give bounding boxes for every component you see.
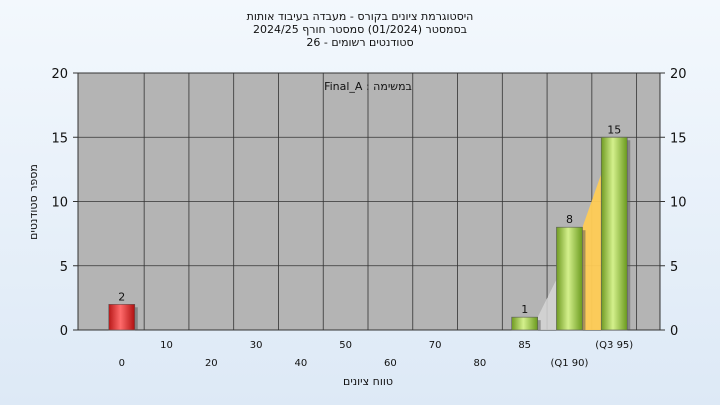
x-tick-label: (Q3 95) (595, 340, 633, 351)
x-tick-label: 50 (339, 340, 352, 351)
x-tick-label: (Q1 90) (550, 358, 588, 369)
x-tick-label: 0 (119, 358, 125, 369)
x-tick-label: 60 (384, 358, 397, 369)
x-tick-label: 20 (205, 358, 218, 369)
bar (108, 303, 136, 331)
bar (511, 316, 538, 331)
x-tick-label: 10 (160, 340, 173, 351)
bar-data-label: 1 (521, 303, 528, 316)
y-tick-label-right: 0 (670, 324, 678, 339)
bar (600, 136, 628, 331)
y-tick-label-left: 15 (51, 131, 68, 146)
y-tick-label-left: 20 (51, 67, 68, 82)
chart-title: היסטוגרמת ציונים בקורס - מעבדה בעיבוד או… (246, 10, 474, 23)
y-axis-label: מספר סטודנטים (27, 164, 40, 240)
x-tick-label: 70 (429, 340, 442, 351)
x-tick-label: 30 (250, 340, 263, 351)
y-tick-label-right: 10 (670, 196, 687, 211)
y-tick-label-right: 5 (670, 260, 678, 275)
x-axis-label: טווח ציונים (343, 375, 393, 388)
x-tick-label: 40 (294, 358, 307, 369)
y-tick-label-left: 0 (60, 324, 68, 339)
x-tick-label: 80 (474, 358, 487, 369)
x-tick-label: 85 (518, 340, 531, 351)
y-tick-label-right: 15 (670, 131, 687, 146)
bar (556, 226, 583, 331)
chart-subtitle-registered: סטודנטים רשומים - 26 (306, 36, 414, 49)
bar-data-label: 8 (566, 213, 573, 226)
y-tick-label-left: 5 (60, 260, 68, 275)
chart-subtitle-semester: בסמסטר (01/2024) סמסטר חורף 2024/25 (253, 23, 467, 36)
y-tick-label-right: 20 (670, 67, 687, 82)
bar-data-label: 2 (118, 290, 125, 303)
y-tick-label-left: 10 (51, 196, 68, 211)
bar-data-label: 15 (607, 123, 621, 136)
